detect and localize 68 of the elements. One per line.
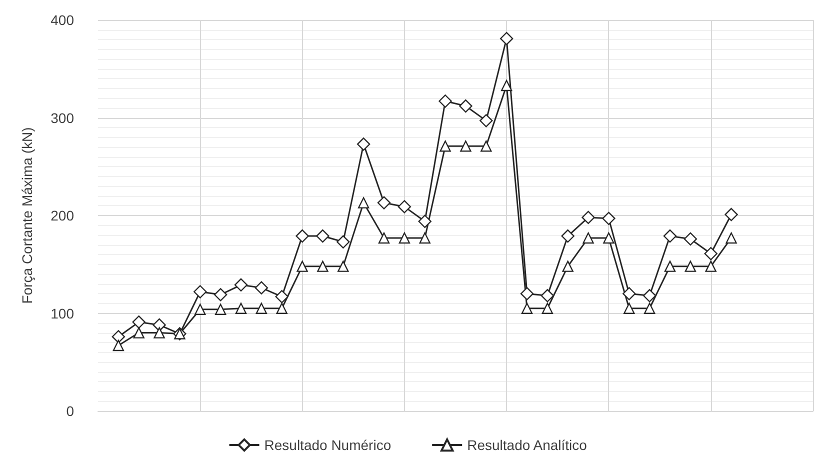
point [358, 197, 370, 208]
point [438, 94, 452, 108]
y-tick-label: 200 [50, 208, 74, 224]
y-tick-label: 0 [66, 403, 74, 419]
point [582, 210, 595, 224]
point [296, 229, 309, 243]
point [377, 196, 391, 210]
point [624, 302, 635, 314]
point [275, 290, 288, 304]
point [644, 302, 656, 314]
point [356, 138, 370, 151]
point [705, 260, 716, 272]
point [562, 260, 574, 272]
point [316, 229, 330, 243]
point [542, 302, 554, 314]
y-axis-title: Força Cortante Máxima (kN) [19, 127, 35, 304]
point [540, 289, 554, 302]
point [418, 214, 432, 228]
point [460, 140, 472, 152]
point [194, 285, 207, 298]
point [684, 232, 698, 246]
point [112, 340, 124, 352]
point [521, 302, 533, 314]
y-tick-label: 300 [50, 110, 74, 126]
point [133, 327, 144, 338]
point [317, 260, 328, 272]
point [459, 99, 472, 113]
point [724, 208, 738, 222]
point [480, 140, 492, 152]
point [704, 247, 718, 260]
point [235, 302, 247, 314]
point [276, 302, 288, 314]
point [398, 232, 410, 244]
point [256, 302, 268, 314]
point [500, 32, 514, 46]
y-tick-label: 100 [50, 305, 74, 322]
point [398, 200, 412, 214]
y-tick-label: 400 [50, 12, 74, 28]
point [602, 212, 616, 226]
point [132, 315, 146, 329]
point [338, 260, 349, 272]
point [378, 232, 390, 244]
point [642, 289, 656, 302]
point [726, 232, 737, 244]
legend-label: Resultado Analítico [467, 437, 588, 453]
point [296, 260, 308, 272]
point [214, 304, 226, 315]
legend-label: Resultado Numérico [264, 437, 392, 453]
point [419, 232, 430, 244]
point [480, 114, 493, 128]
point [154, 327, 165, 338]
point [663, 229, 677, 243]
point [664, 260, 676, 272]
point [194, 304, 206, 315]
point [603, 232, 614, 244]
point [500, 80, 512, 92]
point [520, 287, 534, 300]
point [440, 140, 451, 152]
point [582, 232, 594, 244]
point [684, 260, 696, 272]
point [112, 330, 126, 344]
point [561, 229, 574, 243]
point [254, 281, 268, 294]
point [234, 278, 248, 292]
point [622, 287, 636, 300]
point [336, 235, 350, 248]
point [152, 318, 166, 332]
point [214, 288, 228, 302]
